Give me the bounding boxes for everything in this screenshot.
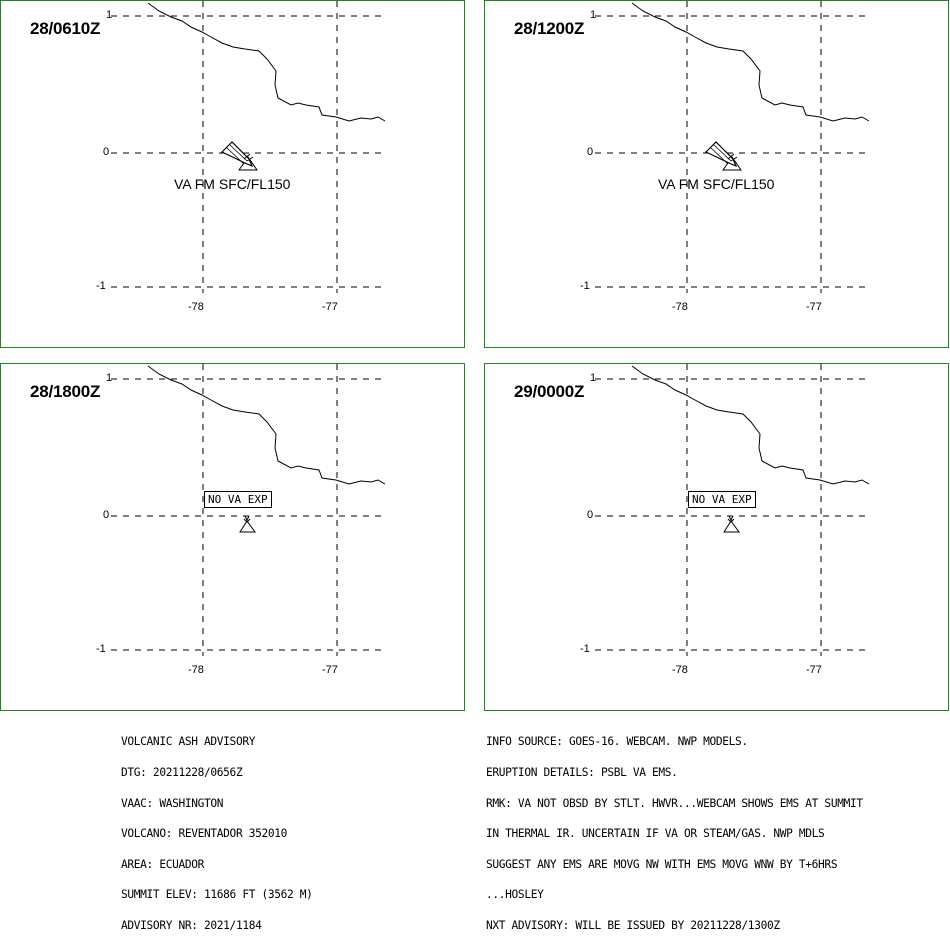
lat-label-1: 1 [590,372,597,384]
map-canvas [111,364,386,656]
volcano-symbol [220,141,258,171]
lon-label-77: -77 [322,664,338,676]
lat-label-0: 0 [587,146,594,158]
advisory-line: DTG: 20211228/0656Z [121,766,243,780]
graticule [111,1,386,293]
eruption-marks [727,153,738,162]
lat-label-1: 1 [106,372,113,384]
advisory-line: ...HOSLEY [486,888,544,902]
valid-time: 28/1800Z [30,382,101,401]
coastline [631,2,870,122]
lat-label-neg1: -1 [96,643,106,655]
lon-label-77: -77 [806,664,822,676]
graticule [595,1,870,293]
advisory-line: IN THERMAL IR. UNCERTAIN IF VA OR STEAM/… [486,827,825,841]
forecast-panel-2: 28/1200Z 1 0 -1 -78 -77 VA FM SFC/FL150 [484,0,949,348]
advisory-details-block: INFO SOURCE: GOES-16. WEBCAM. NWP MODELS… [486,717,863,941]
ash-level-label: VA FM SFC/FL150 [174,176,291,192]
no-va-expected-box: NO VA EXP [204,491,272,508]
lat-label-0: 0 [103,146,110,158]
advisory-line: VOLCANO: REVENTADOR 352010 [121,827,288,841]
lat-label-neg1: -1 [580,643,590,655]
advisory-line: SUMMIT ELEV: 11686 FT (3562 M) [121,888,313,902]
volcano-triangle [723,520,740,533]
valid-time: 28/1200Z [514,19,585,38]
coastline [147,365,386,485]
lat-label-1: 1 [106,9,113,21]
lat-label-1: 1 [590,9,597,21]
map-canvas [595,1,870,293]
lon-label-78: -78 [188,664,204,676]
eruption-marks [243,153,254,162]
ash-plume-polygon [220,141,254,168]
lat-label-0: 0 [103,509,110,521]
advisory-line: VOLCANIC ASH ADVISORY [121,735,256,749]
volcano-triangle [239,520,256,533]
coastline [631,365,870,485]
eruption-marks [727,515,735,523]
volcano-symbol [239,515,256,533]
forecast-panel-4: 29/0000Z 1 0 -1 -78 -77 NO VA EXP [484,363,949,711]
volcano-symbol [704,141,742,171]
advisory-line: RMK: VA NOT OBSD BY STLT. HWVR...WEBCAM … [486,796,863,810]
advisory-line: ERUPTION DETAILS: PSBL VA EMS. [486,766,678,780]
lon-label-77: -77 [322,301,338,313]
advisory-line: ADVISORY NR: 2021/1184 [121,919,262,933]
advisory-line: VAAC: WASHINGTON [121,796,224,810]
advisory-line: AREA: ECUADOR [121,857,205,871]
coastline [147,2,386,122]
advisory-line: SUGGEST ANY EMS ARE MOVG NW WITH EMS MOV… [486,857,838,871]
ash-level-label: VA FM SFC/FL150 [658,176,775,192]
lon-label-78: -78 [672,664,688,676]
forecast-panel-3: 28/1800Z 1 0 -1 -78 -77 NO VA EXP [0,363,465,711]
valid-time: 29/0000Z [514,382,585,401]
eruption-marks [243,515,251,523]
lat-label-neg1: -1 [96,280,106,292]
lon-label-78: -78 [672,301,688,313]
ash-plume-polygon [704,141,738,168]
graticule [595,364,870,656]
lat-label-0: 0 [587,509,594,521]
advisory-header-block: VOLCANIC ASH ADVISORY DTG: 20211228/0656… [121,717,313,941]
advisory-line: INFO SOURCE: GOES-16. WEBCAM. NWP MODELS… [486,735,748,749]
map-canvas [595,364,870,656]
no-va-expected-box: NO VA EXP [688,491,756,508]
lon-label-78: -78 [188,301,204,313]
forecast-panel-1: 28/0610Z 1 0 -1 -78 -77 VA FM SFC/FL150 [0,0,465,348]
map-canvas [111,1,386,293]
advisory-line: NXT ADVISORY: WILL BE ISSUED BY 20211228… [486,919,780,933]
graticule [111,364,386,656]
lat-label-neg1: -1 [580,280,590,292]
volcano-symbol [723,515,740,533]
valid-time: 28/0610Z [30,19,101,38]
lon-label-77: -77 [806,301,822,313]
